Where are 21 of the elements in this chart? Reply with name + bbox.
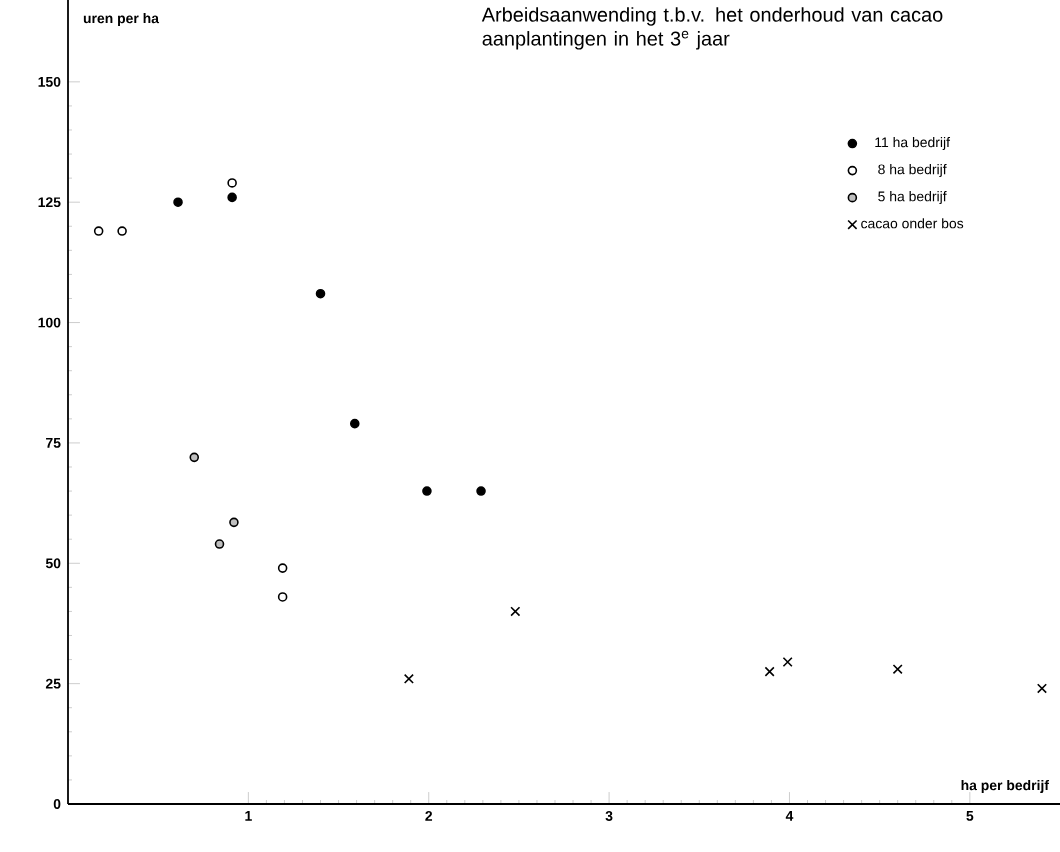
point xyxy=(277,563,288,573)
point xyxy=(277,592,288,602)
point xyxy=(227,178,237,188)
point xyxy=(892,664,903,675)
point xyxy=(93,226,104,236)
point xyxy=(173,197,183,207)
point xyxy=(422,486,432,496)
point xyxy=(510,606,521,617)
point xyxy=(117,226,127,236)
point xyxy=(227,192,237,203)
point xyxy=(214,539,225,549)
point xyxy=(782,656,793,667)
point xyxy=(189,452,200,463)
point xyxy=(315,288,326,299)
point xyxy=(764,666,775,677)
point xyxy=(476,486,486,496)
text: Arbeidsaanwending t.b.v. het onderhoud van cacao aanplantingen in het 3$^{e}$ jaar xyxy=(481,7,943,50)
point xyxy=(229,517,239,528)
point xyxy=(403,673,414,684)
point xyxy=(1036,683,1047,694)
point xyxy=(350,418,360,429)
